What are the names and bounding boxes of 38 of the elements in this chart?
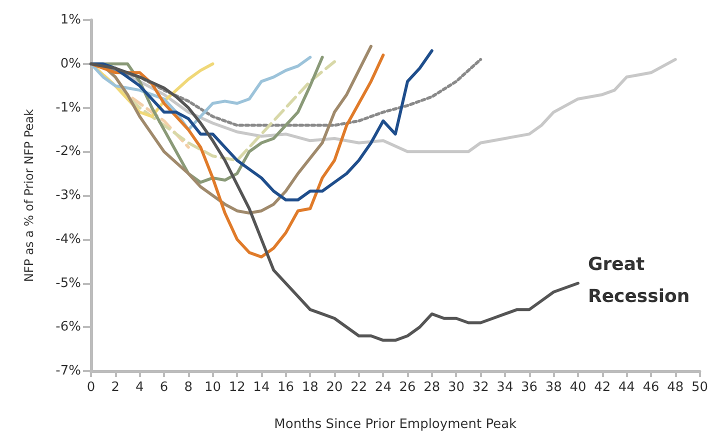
x-tick-label: 50 xyxy=(691,380,708,395)
x-tick-label: 44 xyxy=(618,380,635,395)
x-tick-label: 34 xyxy=(496,380,514,395)
x-tick-label: 10 xyxy=(204,380,222,395)
y-tick-label: -3% xyxy=(56,188,81,203)
x-tick-label: 30 xyxy=(448,380,465,395)
y-tick-label: 0% xyxy=(60,56,81,72)
x-tick-label: 38 xyxy=(545,380,562,395)
y-tick-label: -1% xyxy=(56,100,81,116)
x-tick-label: 40 xyxy=(570,380,586,395)
x-tick-label: 18 xyxy=(302,380,318,395)
x-tick-label: 6 xyxy=(160,380,168,395)
x-tick-label: 12 xyxy=(228,380,246,395)
x-tick-label: 32 xyxy=(472,380,489,395)
y-tick-label: -7% xyxy=(56,364,81,378)
x-tick-label: 16 xyxy=(278,380,294,395)
x-tick-label: 42 xyxy=(594,380,611,395)
x-tick-label: 46 xyxy=(642,380,660,395)
x-tick-label: 0 xyxy=(86,380,96,395)
x-tick-label: 48 xyxy=(667,380,684,395)
y-axis-title: NFP as a % of Prior NFP Peak xyxy=(22,108,36,282)
y-tick-label: -4% xyxy=(56,232,81,247)
x-tick-label: 28 xyxy=(424,380,440,395)
y-tick-label: -2% xyxy=(56,144,81,160)
x-tick-label: 22 xyxy=(350,380,368,395)
x-tick-label: 20 xyxy=(326,380,343,395)
x-tick-label: 26 xyxy=(399,380,416,395)
x-tick-label: 2 xyxy=(111,380,120,395)
x-tick-label: 4 xyxy=(136,380,144,395)
x-tick-label: 24 xyxy=(374,380,392,395)
y-tick-label: 1% xyxy=(60,12,81,28)
y-tick-label: -5% xyxy=(56,276,81,291)
x-tick-label: 36 xyxy=(521,380,538,395)
x-tick-label: 8 xyxy=(184,380,193,395)
annotation: Great Recession xyxy=(588,254,690,307)
x-tick-label: 14 xyxy=(253,380,270,395)
x-axis-title: Months Since Prior Employment Peak xyxy=(274,417,518,432)
y-tick-label: -6% xyxy=(56,320,81,335)
